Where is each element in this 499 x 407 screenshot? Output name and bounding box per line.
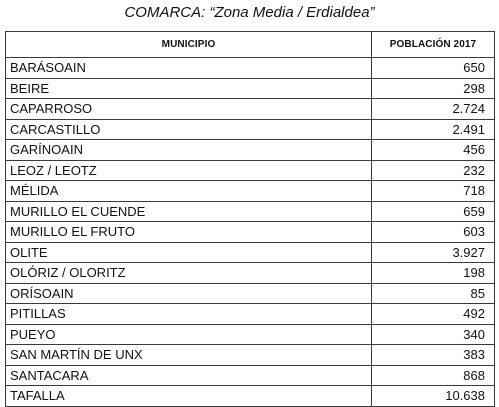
poblacion-cell: 232 <box>371 159 495 181</box>
municipio-cell: BARÁSOAIN <box>5 57 372 79</box>
table-title: COMARCA: “Zona Media / Erdialdea” <box>124 4 375 21</box>
table-row: PUEYO 340 <box>5 323 495 345</box>
table-body: BARÁSOAIN 650 BEIRE 298 CAPARROSO 2.724 CARCAS… <box>5 57 495 407</box>
municipalities-table: MUNICIPIO POBLACIÓN 2017 BARÁSOAIN 650 BEI… <box>5 31 495 407</box>
poblacion-cell: 85 <box>371 282 495 304</box>
poblacion-cell: 383 <box>371 344 495 366</box>
poblacion-cell: 298 <box>371 77 495 99</box>
header-row: MUNICIPIO POBLACIÓN 2017 <box>5 31 495 58</box>
poblacion-cell: 603 <box>371 221 495 243</box>
table-row: CARCASTILLO 2.491 <box>5 118 495 140</box>
table-row: PITILLAS 492 <box>5 303 495 325</box>
poblacion-cell: 456 <box>371 139 495 161</box>
table-row: BARÁSOAIN 650 <box>5 57 495 79</box>
poblacion-cell: 198 <box>371 262 495 284</box>
poblacion-cell: 2.724 <box>371 98 495 120</box>
table-row: ORÍSOAIN 85 <box>5 282 495 304</box>
poblacion-cell: 718 <box>371 180 495 202</box>
municipio-cell: SAN MARTÍN DE UNX <box>5 344 372 366</box>
municipio-cell: BEIRE <box>5 77 372 99</box>
table-row: MURILLO EL FRUTO 603 <box>5 221 495 243</box>
poblacion-cell: 3.927 <box>371 241 495 263</box>
poblacion-cell: 659 <box>371 200 495 222</box>
column-header-poblacion: POBLACIÓN 2017 <box>371 31 495 58</box>
table-row: OLITE 3.927 <box>5 241 495 263</box>
municipio-cell: OLITE <box>5 241 372 263</box>
table-row: MÉLIDA 718 <box>5 180 495 202</box>
table-row: MURILLO EL CUENDE 659 <box>5 200 495 222</box>
poblacion-cell: 492 <box>371 303 495 325</box>
municipio-cell: CAPARROSO <box>5 98 372 120</box>
poblacion-cell: 868 <box>371 364 495 386</box>
municipio-cell: LEOZ / LEOTZ <box>5 159 372 181</box>
municipio-cell: MURILLO EL CUENDE <box>5 200 372 222</box>
table-row: SAN MARTÍN DE UNX 383 <box>5 344 495 366</box>
poblacion-cell: 2.491 <box>371 118 495 140</box>
poblacion-cell: 650 <box>371 57 495 79</box>
municipio-cell: MÉLIDA <box>5 180 372 202</box>
municipio-cell: ORÍSOAIN <box>5 282 372 304</box>
municipio-cell: GARÍNOAIN <box>5 139 372 161</box>
municipio-cell: PUEYO <box>5 323 372 345</box>
municipio-cell: OLÓRIZ / OLORITZ <box>5 262 372 284</box>
table-row: LEOZ / LEOTZ 232 <box>5 159 495 181</box>
table-row: CAPARROSO 2.724 <box>5 98 495 120</box>
table-row: GARÍNOAIN 456 <box>5 139 495 161</box>
municipio-cell: PITILLAS <box>5 303 372 325</box>
municipio-cell: CARCASTILLO <box>5 118 372 140</box>
column-header-municipio: MUNICIPIO <box>5 31 372 58</box>
table-row: OLÓRIZ / OLORITZ 198 <box>5 262 495 284</box>
table-row: SANTACARA 868 <box>5 364 495 386</box>
municipio-cell: SANTACARA <box>5 364 372 386</box>
poblacion-cell: 340 <box>371 323 495 345</box>
table-row: BEIRE 298 <box>5 77 495 99</box>
municipio-cell: MURILLO EL FRUTO <box>5 221 372 243</box>
